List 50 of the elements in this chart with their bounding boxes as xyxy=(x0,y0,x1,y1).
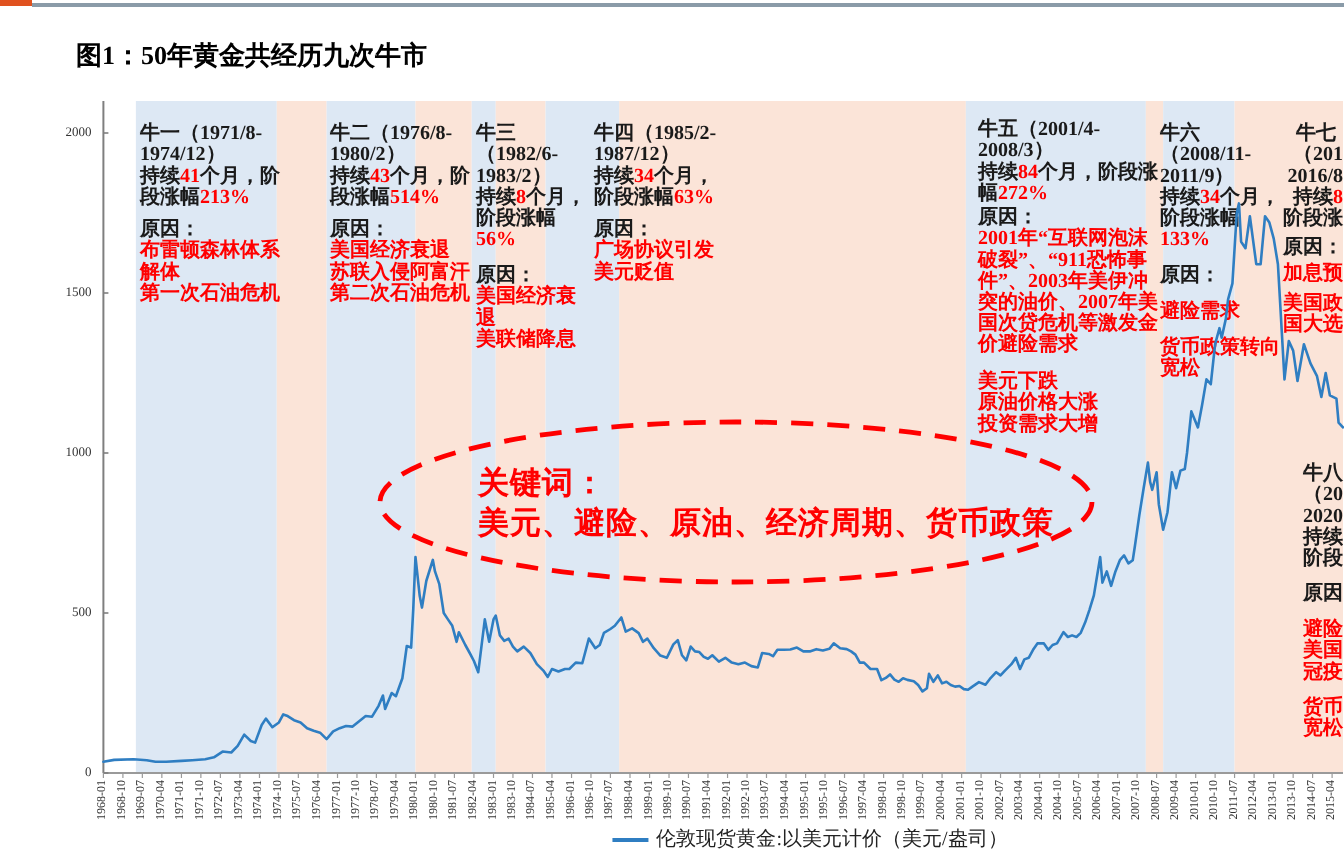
annotation: 美元、避险、原油、经济周期、货币政策 xyxy=(476,503,1054,542)
annotation: 阶段涨 xyxy=(1283,206,1344,230)
chart-title: 图1：50年黄金共经历九次牛市 xyxy=(76,40,427,70)
annotation: 持续41个月，阶段涨幅213% xyxy=(138,163,282,209)
annotation: 美国经济衰退 xyxy=(474,284,576,330)
annotation: 2020 xyxy=(1303,505,1343,528)
annotation: 宽松 xyxy=(1303,716,1344,741)
annotation: 原因： xyxy=(592,219,654,242)
annotation: 牛六（2008/11-2011/9） xyxy=(1158,121,1252,188)
annotation: 加息预 xyxy=(1281,261,1344,286)
annotation: 苏联入侵阿富汗 xyxy=(328,259,470,284)
annotation: 原因： xyxy=(1158,265,1220,288)
annotation: 牛七 xyxy=(1294,121,1336,146)
annotation: 美联储降息 xyxy=(474,326,578,351)
annotation: 阶段 xyxy=(1303,546,1344,570)
annotation: 美元下跌 xyxy=(976,369,1060,394)
annotation: 牛一（1971/8-1974/12） xyxy=(138,121,263,167)
annotation: 牛八 xyxy=(1301,461,1344,486)
annotation: 关键词： xyxy=(476,465,606,502)
annotation: 原因： xyxy=(138,219,200,242)
annotation: 货币 xyxy=(1301,695,1343,720)
annotation: 牛五（2001/4-2008/3） xyxy=(976,117,1101,163)
annotation: 国大选 xyxy=(1283,312,1343,337)
annotation: 广场协议引发美元贬值 xyxy=(592,238,714,284)
annotation: 美国经济衰退 xyxy=(328,238,452,263)
annotation: 原因： xyxy=(976,207,1038,230)
annotation: 持续8个月，阶段涨幅56% xyxy=(474,184,586,252)
annotation: （201 xyxy=(1293,144,1343,167)
annotation: 美国政 xyxy=(1281,291,1344,316)
annotation: 原油价格大涨 xyxy=(976,390,1100,415)
annotation: 2016/8 xyxy=(1287,165,1344,188)
annotation: 投资需求大增 xyxy=(976,411,1098,436)
annotation: 原因： xyxy=(1281,237,1343,260)
annotation: 美国 xyxy=(1301,638,1343,663)
annotation: 牛二（1976/8-1980/2） xyxy=(328,121,453,167)
annotation: 牛四（1985/2-1987/12） xyxy=(592,121,717,167)
annotation: 第二次石油危机 xyxy=(328,280,470,305)
annotation: 冠疫 xyxy=(1301,659,1343,684)
legend-label: 伦敦现货黄金:以美元计价（美元/盎司） xyxy=(656,827,1008,851)
annotation: 原因 xyxy=(1301,583,1343,606)
annotation: 持续8 xyxy=(1291,184,1343,209)
annotation: （20 xyxy=(1303,484,1343,507)
annotation: 布雷顿森林体系解体 xyxy=(138,238,282,284)
annotation: 牛三（1982/6-1983/2） xyxy=(474,121,559,188)
annotation: 持续 xyxy=(1301,524,1344,549)
text: 持续84个月，阶段涨幅272% xyxy=(978,161,1158,205)
annotation: 第一次石油危机 xyxy=(138,280,280,305)
annotation: 持续34个月，阶段涨幅63% xyxy=(592,163,714,209)
annotation: 持续43个月，阶段涨幅514% xyxy=(328,163,472,209)
annotation: 2001年“互联网泡沫破裂”、“911恐怖事件”、2003年美伊冲突的油价、2007年美国次贷危机等激发金价避险需求 xyxy=(976,226,1160,357)
